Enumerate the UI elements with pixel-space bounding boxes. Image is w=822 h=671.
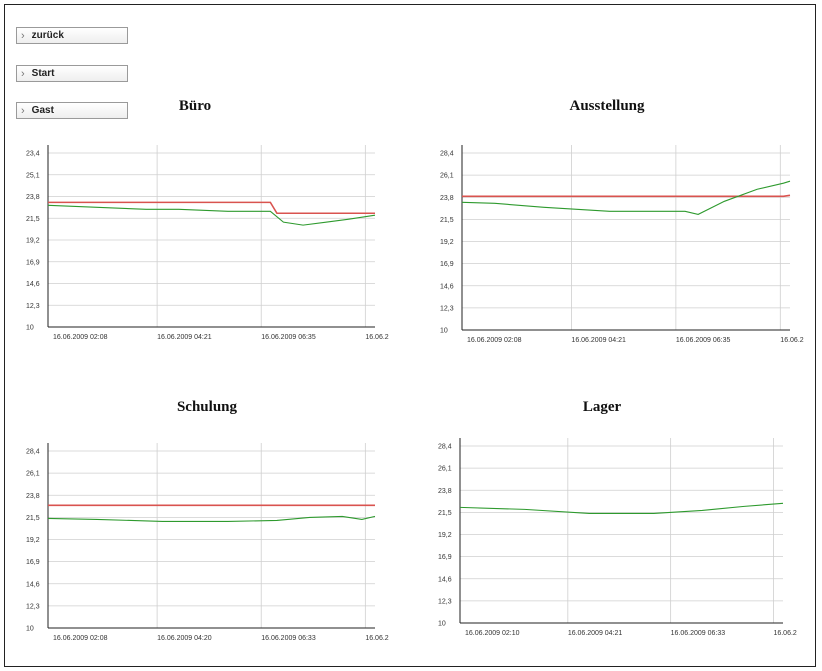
y-tick-label: 10 [438, 621, 446, 628]
y-tick-label: 10 [26, 325, 34, 332]
y-tick-label: 14,6 [26, 581, 40, 588]
start-button-label: Start [31, 68, 55, 79]
y-tick-label: 10 [26, 626, 34, 633]
y-tick-label: 19,2 [440, 239, 454, 246]
y-tick-label: 25,1 [26, 172, 40, 179]
y-tick-label: 26,1 [26, 471, 40, 478]
y-tick-label: 23,4 [26, 151, 40, 158]
chart-title-lager: Lager [582, 399, 622, 415]
x-tick-label: 16.06.2009 04:21 [568, 630, 623, 637]
x-tick-label: 16.06.2009 06:33 [671, 630, 726, 637]
y-tick-label: 21,5 [26, 515, 40, 522]
y-tick-label: 23,8 [26, 194, 40, 201]
x-tick-label: 16.06.2009 04:20 [157, 635, 212, 642]
y-tick-label: 21,5 [440, 217, 454, 224]
y-tick-label: 23,8 [26, 493, 40, 500]
back-button[interactable]: › zurück [16, 27, 128, 44]
x-tick-label: 16.06.2009 06:35 [261, 334, 316, 341]
temperature-line [461, 180, 791, 215]
y-tick-label: 16,9 [26, 559, 40, 566]
start-button[interactable]: › Start [16, 65, 128, 82]
x-tick-label: 16.06.2009 06:33 [261, 635, 316, 642]
x-tick-label: 16.06.2009 02:08 [53, 635, 108, 642]
y-tick-label: 16,9 [26, 259, 40, 266]
y-tick-label: 10 [440, 328, 448, 335]
y-tick-label: 19,2 [26, 238, 40, 245]
x-tick-label: 16.06.2009 02:10 [465, 630, 520, 637]
y-tick-label: 26,1 [438, 466, 452, 473]
setpoint-line [462, 194, 791, 198]
y-tick-label: 28,4 [440, 151, 454, 158]
y-tick-label: 19,2 [26, 537, 40, 544]
y-tick-label: 14,6 [438, 576, 452, 583]
guest-button[interactable]: › Gast [16, 102, 128, 119]
y-tick-label: 16,9 [440, 261, 454, 268]
y-tick-label: 21,5 [26, 216, 40, 223]
y-tick-label: 23,8 [440, 195, 454, 202]
x-tick-label: 16.06.2009 02:08 [53, 334, 108, 341]
y-tick-label: 12,3 [26, 603, 40, 610]
chart-title-buero: Büro [178, 98, 212, 114]
x-tick-label: 16.06.2 [365, 635, 388, 642]
y-tick-label: 12,3 [440, 305, 454, 312]
x-tick-label: 16.06.2 [773, 630, 796, 637]
y-tick-label: 26,1 [440, 173, 454, 180]
y-tick-label: 12,3 [438, 598, 452, 605]
y-tick-label: 12,3 [26, 303, 40, 310]
y-tick-label: 28,4 [26, 449, 40, 456]
y-tick-label: 21,5 [438, 510, 452, 517]
chevron-right-icon: › [21, 104, 25, 117]
x-tick-label: 16.06.2009 06:35 [676, 337, 731, 344]
temperature-line [47, 204, 376, 226]
y-tick-label: 28,4 [438, 444, 452, 451]
chart-title-schulung: Schulung [176, 399, 238, 415]
temperature-line [47, 515, 376, 522]
y-tick-label: 14,6 [26, 281, 40, 288]
chart-title-ausstellung: Ausstellung [569, 98, 645, 114]
back-button-label: zurück [31, 30, 64, 41]
x-tick-label: 16.06.2009 04:21 [571, 337, 626, 344]
temperature-line [459, 502, 784, 514]
y-tick-label: 16,9 [438, 554, 452, 561]
guest-button-label: Gast [31, 105, 54, 116]
x-tick-label: 16.06.2009 02:08 [467, 337, 522, 344]
chevron-right-icon: › [21, 67, 25, 80]
x-tick-label: 16.06.2 [780, 337, 803, 344]
chevron-right-icon: › [21, 29, 25, 42]
y-tick-label: 14,6 [440, 283, 454, 290]
setpoint-line [48, 201, 375, 215]
y-tick-label: 23,8 [438, 488, 452, 495]
x-tick-label: 16.06.2 [365, 334, 388, 341]
y-tick-label: 19,2 [438, 532, 452, 539]
x-tick-label: 16.06.2009 04:21 [157, 334, 212, 341]
